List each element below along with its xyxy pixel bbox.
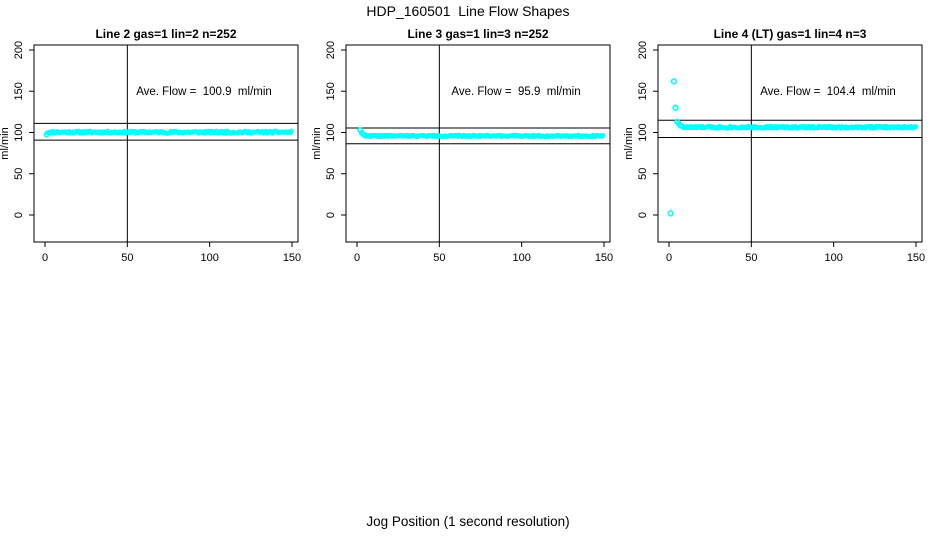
- plot-slot-line2: Line 2 gas=1 lin=2 n=252 0 50 100 150 0 50 100…: [0, 25, 312, 275]
- y-tick-label: 200: [637, 41, 649, 59]
- plots-row: Line 2 gas=1 lin=2 n=252 0 50 100 150 0 50 100…: [0, 25, 936, 275]
- x-tick-label: 100: [200, 252, 218, 264]
- y-tick-label: 50: [325, 168, 337, 180]
- x-tick-label: 0: [666, 252, 672, 264]
- plot-line4-chart: Line 4 (LT) gas=1 lin=4 n=3 0 50 100 150 0 50…: [623, 27, 925, 264]
- data-point: [672, 104, 679, 111]
- data-point: [667, 210, 674, 217]
- y-axis-title: ml/min: [312, 127, 323, 159]
- x-tick-label: 150: [283, 252, 301, 264]
- y-tick-label: 150: [637, 82, 649, 100]
- average-flow-annotation: Ave. Flow = 100.9 ml/min: [136, 86, 272, 98]
- x-tick-label: 50: [745, 252, 757, 264]
- data-points: [43, 128, 294, 138]
- y-tick-label: 100: [13, 123, 25, 141]
- x-tick-label: 50: [433, 252, 445, 264]
- y-tick-label: 0: [637, 212, 649, 218]
- average-flow-annotation: Ave. Flow = 104.4 ml/min: [760, 86, 896, 98]
- y-tick-label: 0: [13, 212, 25, 218]
- plot-box: [33, 44, 299, 243]
- y-tick-label: 50: [637, 168, 649, 180]
- subplot-title: Line 3 gas=1 lin=3 n=252: [407, 27, 548, 41]
- data-point: [679, 123, 686, 130]
- data-point: [362, 132, 369, 139]
- data-point: [670, 78, 678, 85]
- y-tick-label: 200: [325, 41, 337, 59]
- x-axis-figure-label: Jog Position (1 second resolution): [366, 514, 570, 529]
- plot-line2-chart: Line 2 gas=1 lin=2 n=252 0 50 100 150 0 50 100…: [0, 27, 301, 264]
- y-axis-title: ml/min: [624, 127, 635, 159]
- plot-slot-line3: Line 3 gas=1 lin=3 n=252 0 50 100 150 0 50 100…: [311, 25, 624, 275]
- x-tick-label: 100: [512, 252, 530, 264]
- data-points: [667, 78, 919, 217]
- y-tick-label: 50: [13, 168, 25, 180]
- y-tick-label: 150: [13, 82, 25, 100]
- x-tick-label: 150: [907, 252, 925, 264]
- subplot-title: Line 2 gas=1 lin=2 n=252: [95, 27, 236, 41]
- average-flow-annotation: Ave. Flow = 95.9 ml/min: [451, 86, 580, 98]
- y-axis-title: ml/min: [0, 127, 11, 159]
- data-point: [43, 131, 50, 138]
- x-tick-label: 0: [42, 252, 48, 264]
- x-tick-label: 150: [595, 252, 613, 264]
- data-point: [289, 128, 294, 134]
- plot-line3-chart: Line 3 gas=1 lin=3 n=252 0 50 100 150 0 50 100…: [311, 27, 613, 264]
- subplot-title: Line 4 (LT) gas=1 lin=4 n=3: [714, 27, 867, 41]
- y-tick-label: 0: [325, 212, 337, 218]
- x-tick-label: 50: [121, 252, 133, 264]
- plot-box: [657, 44, 923, 243]
- data-point: [600, 133, 606, 138]
- plot-slot-line4: Line 4 (LT) gas=1 lin=4 n=3 0 50 100 150 0 50…: [623, 25, 936, 275]
- y-tick-label: 150: [325, 82, 337, 100]
- x-tick-label: 100: [824, 252, 842, 264]
- figure-title: HDP_160501 Line Flow Shapes: [366, 3, 570, 19]
- data-point: [913, 124, 919, 130]
- y-tick-label: 200: [13, 41, 25, 59]
- x-tick-label: 0: [354, 252, 360, 264]
- y-tick-label: 100: [325, 123, 337, 141]
- data-points: [357, 127, 606, 140]
- y-tick-label: 100: [637, 123, 649, 141]
